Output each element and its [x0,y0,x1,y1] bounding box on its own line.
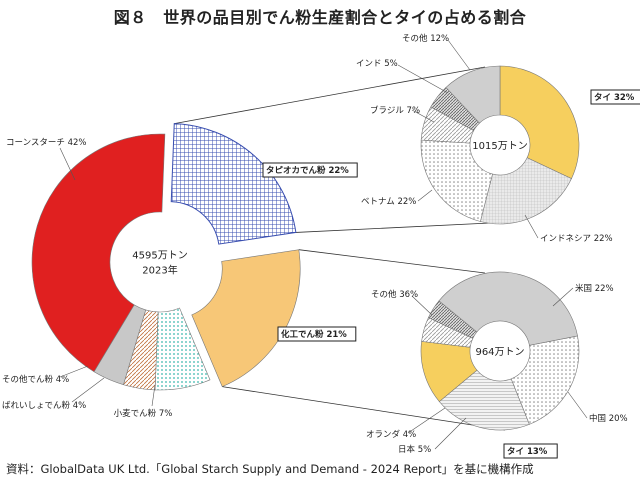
svg-text:タイ 32%: タイ 32% [594,92,635,103]
svg-text:ブラジル 7%: ブラジル 7% [370,105,420,116]
svg-text:インド 5%: インド 5% [356,59,398,69]
label-tapioca-thailand: タイ 32% [590,89,640,105]
label-tapioca: タピオカでん粉 22% [262,162,358,178]
pie1-slice-0 [499,65,580,180]
source-note: 資料：GlobalData UK Ltd.「Global Starch Supp… [6,462,534,476]
tapioca-pie: 1015万トン タイ 32% インドネシア 22% ベトナム 22% ブラジル 7% イン… [356,33,640,244]
main-pie: 4595万トン 2023年 コーンスターチ 42% タピオカでん粉 22% 化工でん粉 … [2,123,358,419]
leader-other-starch [59,365,89,378]
leader-indonesia [524,214,539,239]
svg-text:中国 20%: 中国 20% [589,413,628,424]
pie1-center-text-0: 1015万トン [472,141,527,152]
leader-china [567,391,588,419]
connector-modified-top [298,249,486,274]
leader-vietnam [417,189,433,202]
svg-text:オランダ 4%: オランダ 4% [366,429,416,440]
label-wheat: 小麦でん粉 7% [114,408,173,419]
svg-text:ばれいしょでん粉 4%: ばれいしょでん粉 4% [2,400,86,411]
leader-corn-starch [59,147,76,181]
leader-india [397,64,449,94]
leader-tapioca-other [447,39,471,71]
label-tapioca-vietnam: ベトナム 22% [361,197,416,207]
label-potato: ばれいしょでん粉 4% [2,400,86,411]
label-mod-thailand: タイ 13% [503,443,558,459]
label-mod-us: 米国 22% [575,283,614,294]
connector-lines [174,66,506,431]
pie2-center-text-0: 964万トン [475,347,524,358]
pie2-slice-1 [438,369,530,431]
label-tapioca-indonesia: インドネシア 22% [540,234,613,244]
pie2-slice-0 [510,335,580,425]
svg-text:米国 22%: 米国 22% [575,283,614,294]
leader-potato [71,377,105,403]
svg-text:ベトナム 22%: ベトナム 22% [361,197,416,207]
svg-text:その他 36%: その他 36% [371,289,418,300]
pie1-slice-2 [420,139,493,222]
chart-title: 図８ 世界の品目別でん粉生産割合とタイの占める割合 [113,8,527,27]
svg-text:コーンスターチ 42%: コーンスターチ 42% [6,138,87,148]
pie0-slice-1 [170,123,297,245]
pie1-slice-1 [479,157,572,225]
svg-text:小麦でん粉 7%: 小麦でん粉 7% [114,408,173,419]
svg-text:その他 12%: その他 12% [402,33,449,44]
pie0-slice-2 [191,249,301,388]
svg-text:化工でん粉 21%: 化工でん粉 21% [281,329,347,340]
label-mod-china: 中国 20% [589,413,628,424]
modified-starch-pie: 964万トン 米国 22% 中国 20% タイ 13% 日本 5% オランダ 4% その他 … [366,271,628,459]
connector-tapioca-bottom [295,222,491,233]
leader-us [552,287,574,307]
label-tapioca-india: インド 5% [356,59,398,69]
label-corn-starch: コーンスターチ 42% [6,138,87,148]
pie0-slice-5 [93,304,147,386]
svg-text:インドネシア 22%: インドネシア 22% [540,234,613,244]
pie1-slice-5 [445,65,501,124]
leader-mod-other [411,295,433,316]
pie2-slice-5 [438,271,578,346]
svg-text:日本 5%: 日本 5% [398,444,431,455]
label-modified: 化工でん粉 21% [277,326,357,342]
label-tapioca-brazil: ブラジル 7% [370,105,420,116]
svg-text:その他でん粉 4%: その他でん粉 4% [2,374,69,385]
label-mod-netherlands: オランダ 4% [366,429,416,440]
label-tapioca-other: その他 12% [402,33,449,44]
label-other-starch: その他でん粉 4% [2,374,69,385]
connector-modified-bottom [222,386,506,431]
svg-text:タイ 13%: タイ 13% [507,446,548,457]
leader-brazil [411,109,435,123]
leader-netherlands [407,407,446,434]
pie0-center-text-1: 2023年 [142,264,177,277]
pie0-slice-0 [31,133,166,373]
connector-tapioca-top [174,66,486,125]
svg-text:タピオカでん粉 22%: タピオカでん粉 22% [266,165,349,176]
leader-japan [434,417,467,450]
label-mod-japan: 日本 5% [398,444,431,455]
leader-wheat [151,384,156,407]
label-mod-other: その他 36% [371,289,418,300]
pie0-center-text-0: 4595万トン [132,251,187,262]
